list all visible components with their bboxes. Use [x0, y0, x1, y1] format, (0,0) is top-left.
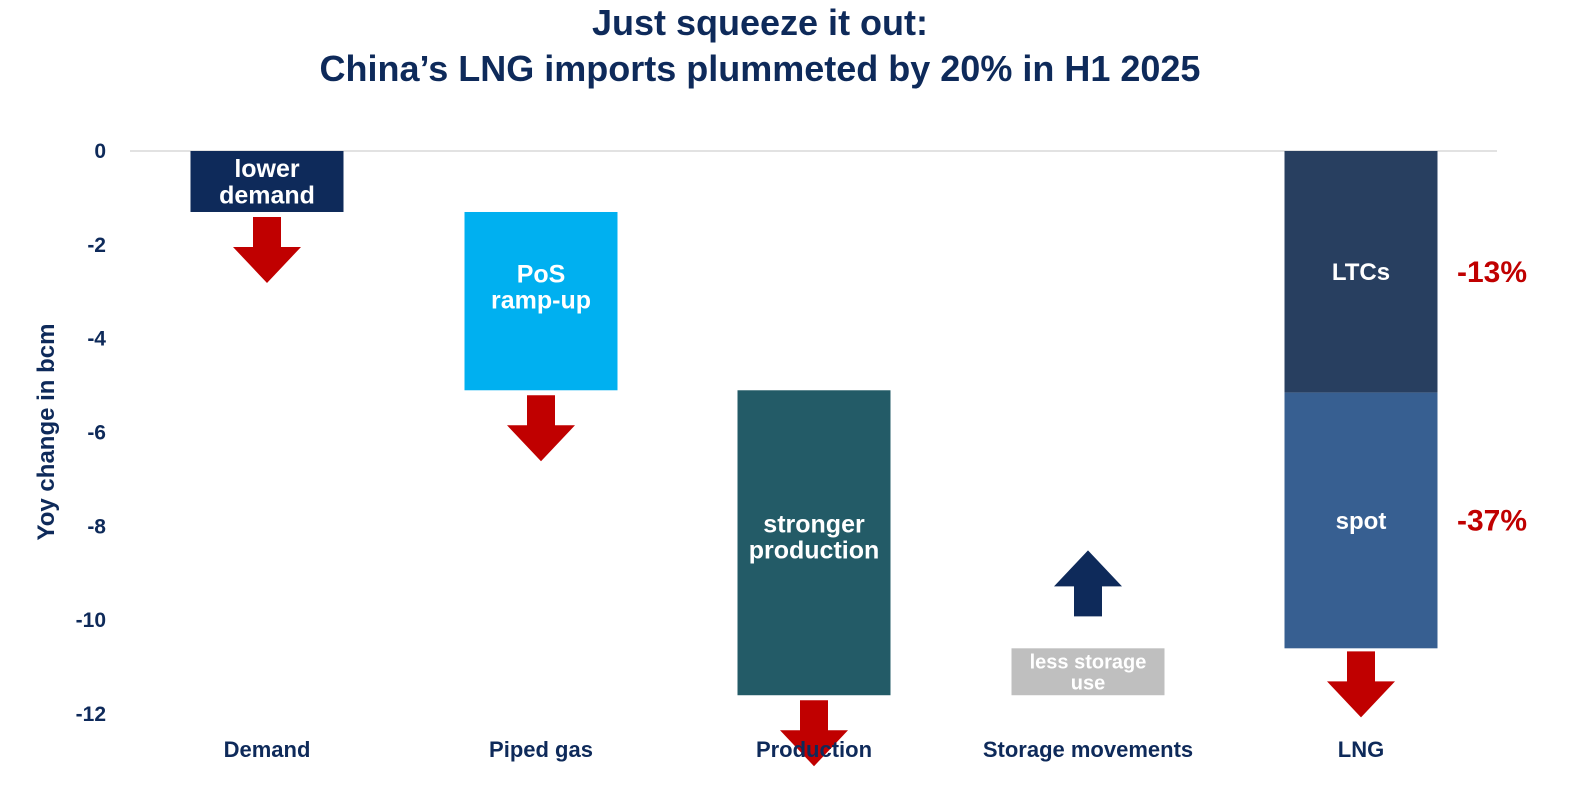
- bar-label: use: [1071, 672, 1105, 694]
- y-tick-label: -12: [76, 703, 106, 726]
- bar-label: ramp-up: [491, 287, 591, 315]
- category-label: Production: [756, 737, 872, 762]
- bar-segment-spot: [1284, 392, 1438, 649]
- bar-segment-ltcs: [1284, 151, 1438, 393]
- chart-title-line2: China’s LNG imports plummeted by 20% in …: [319, 48, 1201, 89]
- up-arrow-icon: [1054, 550, 1122, 617]
- down-arrow-icon: [780, 700, 848, 767]
- y-tick-label: -2: [87, 234, 106, 257]
- category-label: Demand: [224, 737, 311, 762]
- y-tick-label: -4: [87, 328, 106, 351]
- bar-label: PoS: [517, 260, 566, 288]
- y-tick-label: -6: [87, 422, 106, 445]
- category-label: Storage movements: [983, 737, 1193, 762]
- y-tick-label: 0: [94, 140, 106, 163]
- bar-label: production: [749, 537, 880, 565]
- y-tick-label: -10: [76, 609, 106, 632]
- bar: [190, 151, 344, 212]
- y-axis-label: Yoy change in bcm: [33, 324, 60, 541]
- change-percent-label: -37%: [1457, 504, 1527, 537]
- down-arrow-icon: [507, 395, 575, 462]
- down-arrow-icon: [1327, 651, 1395, 718]
- bar-label: stronger: [763, 510, 865, 538]
- chart-title-line1: Just squeeze it out:: [591, 2, 929, 43]
- down-arrow-icon: [233, 216, 301, 283]
- bar-label: spot: [1336, 508, 1387, 535]
- category-label: LNG: [1338, 737, 1384, 762]
- bar-label: lower: [234, 155, 300, 183]
- bar-label: LTCs: [1332, 259, 1390, 286]
- change-percent-label: -13%: [1457, 256, 1527, 289]
- category-label: Piped gas: [489, 737, 593, 762]
- bar-label: demand: [219, 181, 315, 209]
- y-tick-label: -8: [87, 515, 106, 538]
- bar: [737, 390, 891, 696]
- bar: [1011, 648, 1165, 696]
- bar: [464, 211, 618, 391]
- bar-label: less storage: [1030, 651, 1147, 673]
